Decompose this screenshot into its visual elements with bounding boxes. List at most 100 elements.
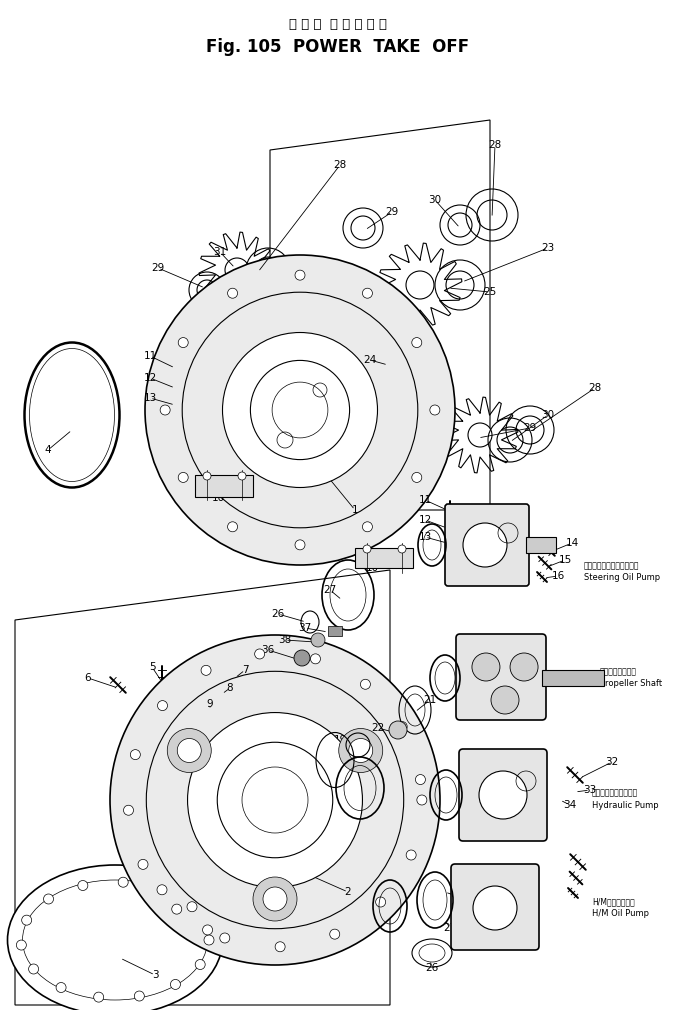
Circle shape — [295, 270, 305, 280]
Circle shape — [389, 721, 407, 739]
Circle shape — [473, 886, 517, 930]
Text: 13: 13 — [418, 532, 432, 542]
Circle shape — [295, 540, 305, 549]
Circle shape — [430, 405, 440, 415]
Circle shape — [138, 860, 148, 870]
Circle shape — [93, 992, 104, 1002]
Text: 4: 4 — [45, 445, 51, 455]
Circle shape — [311, 633, 325, 647]
Ellipse shape — [7, 865, 223, 1010]
Circle shape — [167, 728, 211, 773]
Circle shape — [397, 721, 407, 731]
Circle shape — [360, 680, 370, 689]
Text: 31: 31 — [213, 247, 227, 257]
Text: 14: 14 — [565, 538, 579, 548]
Text: 28: 28 — [488, 140, 502, 150]
Circle shape — [157, 885, 167, 895]
Text: 8: 8 — [227, 683, 234, 693]
Circle shape — [131, 749, 140, 760]
Text: 32: 32 — [605, 758, 619, 767]
Text: 18: 18 — [343, 803, 357, 813]
FancyBboxPatch shape — [451, 864, 539, 950]
Circle shape — [227, 288, 238, 298]
FancyBboxPatch shape — [445, 504, 529, 586]
Polygon shape — [15, 570, 390, 1005]
Circle shape — [311, 653, 320, 664]
Text: 9: 9 — [206, 699, 213, 709]
Text: 19: 19 — [333, 735, 347, 745]
Text: 22: 22 — [372, 723, 385, 733]
Circle shape — [472, 653, 500, 681]
Circle shape — [187, 902, 197, 912]
Text: 29: 29 — [152, 263, 165, 273]
Text: 23: 23 — [542, 243, 554, 252]
Circle shape — [349, 738, 373, 763]
Text: 11: 11 — [144, 351, 156, 361]
Circle shape — [253, 877, 297, 921]
Circle shape — [468, 423, 492, 447]
Circle shape — [412, 473, 422, 483]
Circle shape — [178, 337, 188, 347]
Circle shape — [362, 288, 372, 298]
Text: 28: 28 — [588, 383, 602, 393]
Circle shape — [417, 795, 427, 805]
Circle shape — [56, 983, 66, 993]
Text: Fig. 105  POWER  TAKE  OFF: Fig. 105 POWER TAKE OFF — [206, 38, 470, 56]
Circle shape — [178, 473, 188, 483]
Text: 26: 26 — [425, 963, 439, 973]
Text: 15: 15 — [559, 556, 571, 565]
Text: 17: 17 — [463, 755, 477, 765]
Circle shape — [16, 940, 26, 950]
Circle shape — [238, 472, 246, 480]
Text: プロペラシャフト: プロペラシャフト — [600, 668, 637, 677]
Circle shape — [491, 686, 519, 714]
Bar — [526, 537, 556, 553]
Circle shape — [362, 522, 372, 532]
Circle shape — [22, 915, 32, 925]
Circle shape — [195, 960, 205, 970]
Text: H/Mオイルポンプ: H/Mオイルポンプ — [592, 898, 635, 907]
Text: 1: 1 — [351, 505, 358, 515]
Circle shape — [177, 738, 201, 763]
Text: 35: 35 — [481, 865, 495, 875]
Circle shape — [225, 258, 249, 282]
Text: H/M Oil Pump: H/M Oil Pump — [592, 909, 649, 918]
Text: 37: 37 — [299, 623, 311, 633]
Circle shape — [201, 666, 211, 676]
Text: 39: 39 — [456, 893, 468, 903]
Circle shape — [145, 255, 455, 565]
Circle shape — [510, 653, 538, 681]
Circle shape — [263, 887, 287, 911]
Circle shape — [330, 929, 340, 939]
Text: 30: 30 — [542, 410, 554, 420]
Circle shape — [275, 941, 285, 951]
Text: 6: 6 — [85, 673, 91, 683]
Text: パ ワ ー  テ ー ク オ フ: パ ワ ー テ ー ク オ フ — [289, 18, 387, 31]
FancyBboxPatch shape — [459, 749, 547, 841]
Circle shape — [372, 339, 404, 371]
Circle shape — [202, 925, 213, 935]
Circle shape — [227, 522, 238, 532]
Circle shape — [223, 332, 378, 488]
Text: ステアリングオイルポンプ: ステアリングオイルポンプ — [584, 562, 640, 571]
Bar — [328, 626, 342, 636]
Circle shape — [134, 991, 144, 1001]
Text: Propeller Shaft: Propeller Shaft — [600, 680, 662, 689]
Text: 12: 12 — [418, 515, 432, 525]
Circle shape — [160, 405, 170, 415]
Text: 3: 3 — [152, 970, 158, 980]
Text: 26: 26 — [271, 609, 284, 619]
Text: 38: 38 — [278, 635, 292, 645]
Text: Steering Oil Pump: Steering Oil Pump — [584, 574, 660, 583]
Text: 21: 21 — [423, 695, 437, 705]
Text: 24: 24 — [364, 355, 376, 365]
Circle shape — [294, 650, 310, 666]
Text: 10: 10 — [211, 493, 225, 503]
Text: 20: 20 — [288, 758, 301, 767]
Circle shape — [363, 545, 371, 553]
FancyBboxPatch shape — [456, 634, 546, 720]
Polygon shape — [270, 120, 490, 510]
Circle shape — [406, 850, 416, 860]
Circle shape — [255, 649, 265, 659]
Circle shape — [188, 712, 362, 888]
